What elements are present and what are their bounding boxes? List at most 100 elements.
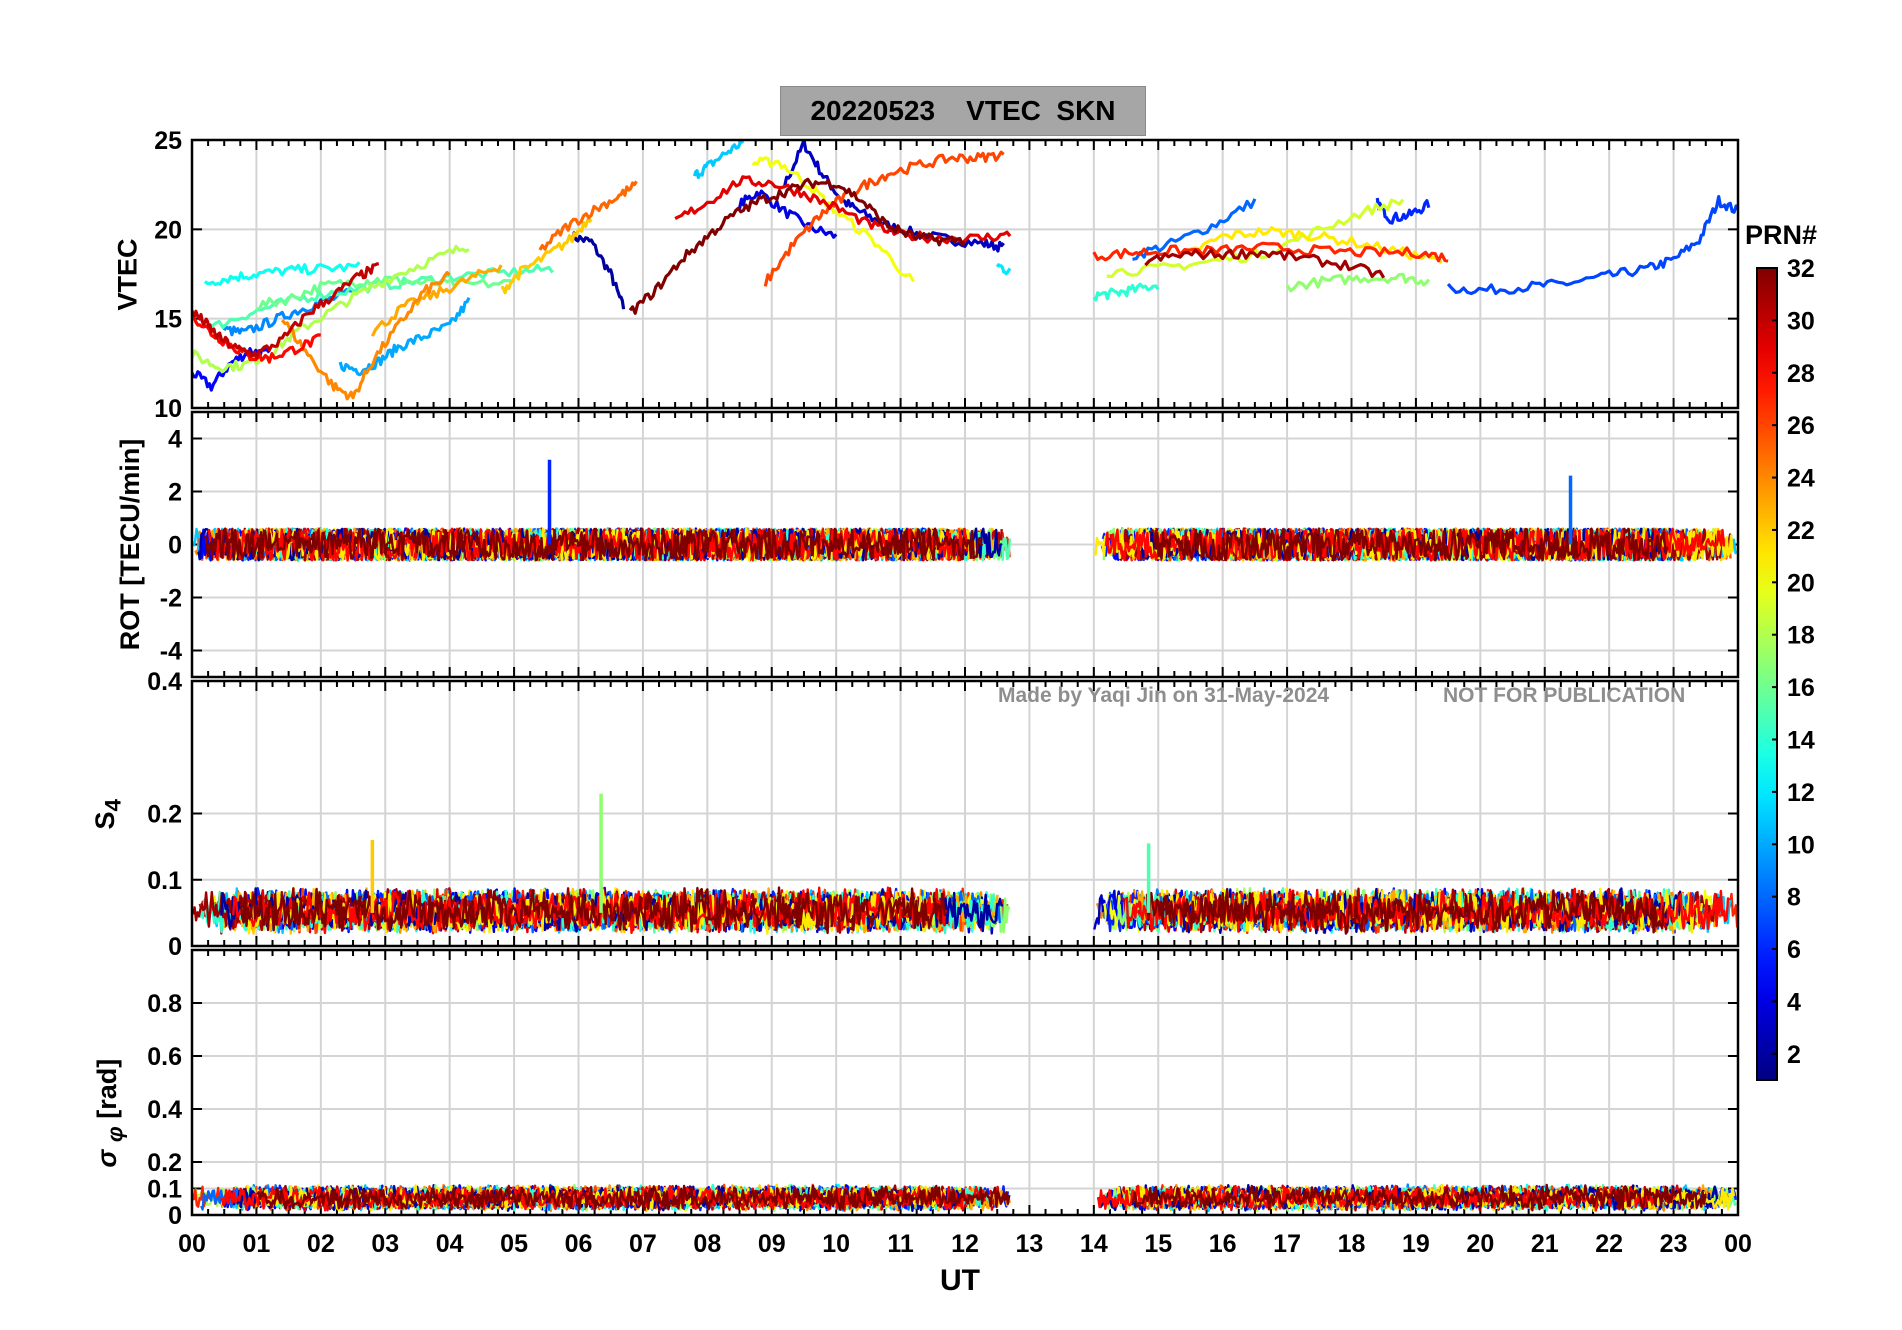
x-tick-label: 20: [1466, 1230, 1494, 1258]
colorbar-tick-label: 30: [1787, 307, 1815, 335]
x-tick-label: 01: [243, 1230, 271, 1258]
x-tick-label: 09: [758, 1230, 786, 1258]
vtec-series-prn-2: [570, 231, 626, 310]
sigma-phi-axis-label: σ φ [rad]: [91, 1058, 128, 1168]
x-tick-label: 17: [1273, 1230, 1301, 1258]
vtec-series-prn-11: [692, 140, 746, 180]
panel-frame: [190, 410, 1740, 679]
vtec-series-prn-27: [1092, 241, 1449, 263]
colorbar-tick-label: 22: [1787, 517, 1815, 545]
colorbar-label: PRN#: [1745, 220, 1818, 250]
y-tick-label: 4: [168, 426, 182, 454]
colorbar: [1756, 267, 1778, 1081]
vtec-series-prn-31: [1144, 248, 1386, 279]
y-tick-label: -2: [160, 585, 182, 613]
colorbar-tick-label: 14: [1787, 726, 1815, 754]
vtec-series-prn-22: [500, 218, 593, 295]
colorbar-tick-label: 4: [1787, 988, 1801, 1016]
plot-title: 20220523 VTEC SKN: [780, 86, 1146, 136]
y-tick-label: 0.4: [147, 1096, 182, 1124]
watermark-notice: NOT FOR PUBLICATION: [1443, 684, 1686, 707]
y-tick-label: 10: [154, 395, 182, 423]
vtec-series-prn-21: [1183, 226, 1443, 265]
panel-frame: [190, 138, 1740, 410]
x-tick-label: 14: [1080, 1230, 1108, 1258]
noise-series-prn-32: [1131, 1183, 1707, 1212]
vtec-series-prn-23: [370, 264, 503, 337]
x-tick-label: 12: [951, 1230, 979, 1258]
panel-frame: [190, 679, 1740, 948]
y-tick-label: 0: [168, 532, 182, 560]
colorbar-tick-label: 26: [1787, 412, 1815, 440]
x-tick-label: 02: [307, 1230, 335, 1258]
vtec-series-prn-20: [751, 156, 915, 283]
vtec-series-prn-25: [538, 180, 638, 251]
vtec-series-prn-10: [338, 297, 471, 377]
vtec-series-prn-26: [763, 150, 1005, 287]
x-tick-label: 05: [500, 1230, 528, 1258]
y-tick-label: 0.2: [147, 1149, 182, 1177]
y-tick-label: 0.1: [147, 867, 182, 895]
vtec-series-prn-30: [192, 262, 380, 360]
y-tick-label: 0.2: [147, 801, 182, 829]
x-tick-label: 22: [1595, 1230, 1623, 1258]
x-tick-label: 16: [1209, 1230, 1237, 1258]
x-tick-label: 15: [1144, 1230, 1172, 1258]
y-tick-label: 20: [154, 216, 182, 244]
x-tick-label: 19: [1402, 1230, 1430, 1258]
colorbar-tick-label: 10: [1787, 831, 1815, 859]
x-tick-label: 06: [565, 1230, 593, 1258]
vtec-series-prn-18: [192, 244, 470, 373]
y-tick-label: 0.1: [147, 1176, 182, 1204]
vtec-series-prn-8: [1132, 198, 1257, 261]
colorbar-tick-label: 12: [1787, 779, 1815, 807]
x-tick-label: 13: [1016, 1230, 1044, 1258]
x-tick-label: 04: [436, 1230, 464, 1258]
x-tick-label: 21: [1531, 1230, 1559, 1258]
x-axis-label: UT: [940, 1264, 980, 1297]
colorbar-tick-label: 32: [1787, 255, 1815, 283]
watermark-author: Made by Yaqi Jin on 31-May-2024: [998, 684, 1330, 707]
colorbar-tick-label: 16: [1787, 674, 1815, 702]
x-tick-label: 23: [1660, 1230, 1688, 1258]
colorbar-tick-label: 18: [1787, 622, 1815, 650]
vtec-series-prn-13: [203, 261, 361, 287]
x-tick-label: 00: [1724, 1230, 1752, 1258]
y-tick-label: 0: [168, 1202, 182, 1230]
x-tick-label: 11: [887, 1230, 914, 1258]
noise-series-prn-32: [1154, 527, 1669, 562]
x-tick-label: 07: [629, 1230, 657, 1258]
colorbar-tick-label: 28: [1787, 360, 1815, 388]
rot-axis-label: ROT [TECU/min]: [114, 438, 145, 651]
vtec-series-prn-19: [1106, 198, 1405, 279]
colorbar-tick-label: 6: [1787, 936, 1801, 964]
x-tick-label: 10: [822, 1230, 850, 1258]
noise-series-prn-32: [204, 527, 984, 562]
vtec-series-prn-28: [192, 311, 321, 364]
y-tick-label: 15: [154, 306, 182, 334]
y-tick-label: 0.6: [147, 1043, 182, 1071]
y-tick-label: 2: [168, 479, 182, 507]
y-tick-label: 25: [154, 127, 182, 155]
vtec-series-prn-3: [783, 140, 1005, 253]
x-tick-label: 08: [693, 1230, 721, 1258]
x-tick-label: 18: [1338, 1230, 1366, 1258]
colorbar-tick-label: 2: [1787, 1041, 1801, 1069]
vtec-series-prn-24: [280, 271, 451, 401]
noise-series-prn-32: [239, 886, 947, 935]
vtec-series-prn-4: [737, 189, 838, 239]
noise-series-prn-32: [1145, 888, 1665, 935]
vtec-series-prn-7: [1446, 195, 1738, 296]
x-tick-label: 00: [178, 1230, 206, 1258]
vtec-series-prn-14: [1092, 282, 1160, 302]
colorbar-tick-label: 8: [1787, 884, 1801, 912]
s4-axis-label: S4: [89, 798, 125, 829]
y-tick-label: 0.8: [147, 990, 182, 1018]
noise-series-prn-32: [256, 1184, 1011, 1211]
vtec-axis-label: VTEC: [112, 237, 143, 311]
panel-frame: [190, 948, 1740, 1217]
colorbar-tick-label: 24: [1787, 465, 1815, 493]
vtec-series-prn-32: [628, 177, 967, 315]
